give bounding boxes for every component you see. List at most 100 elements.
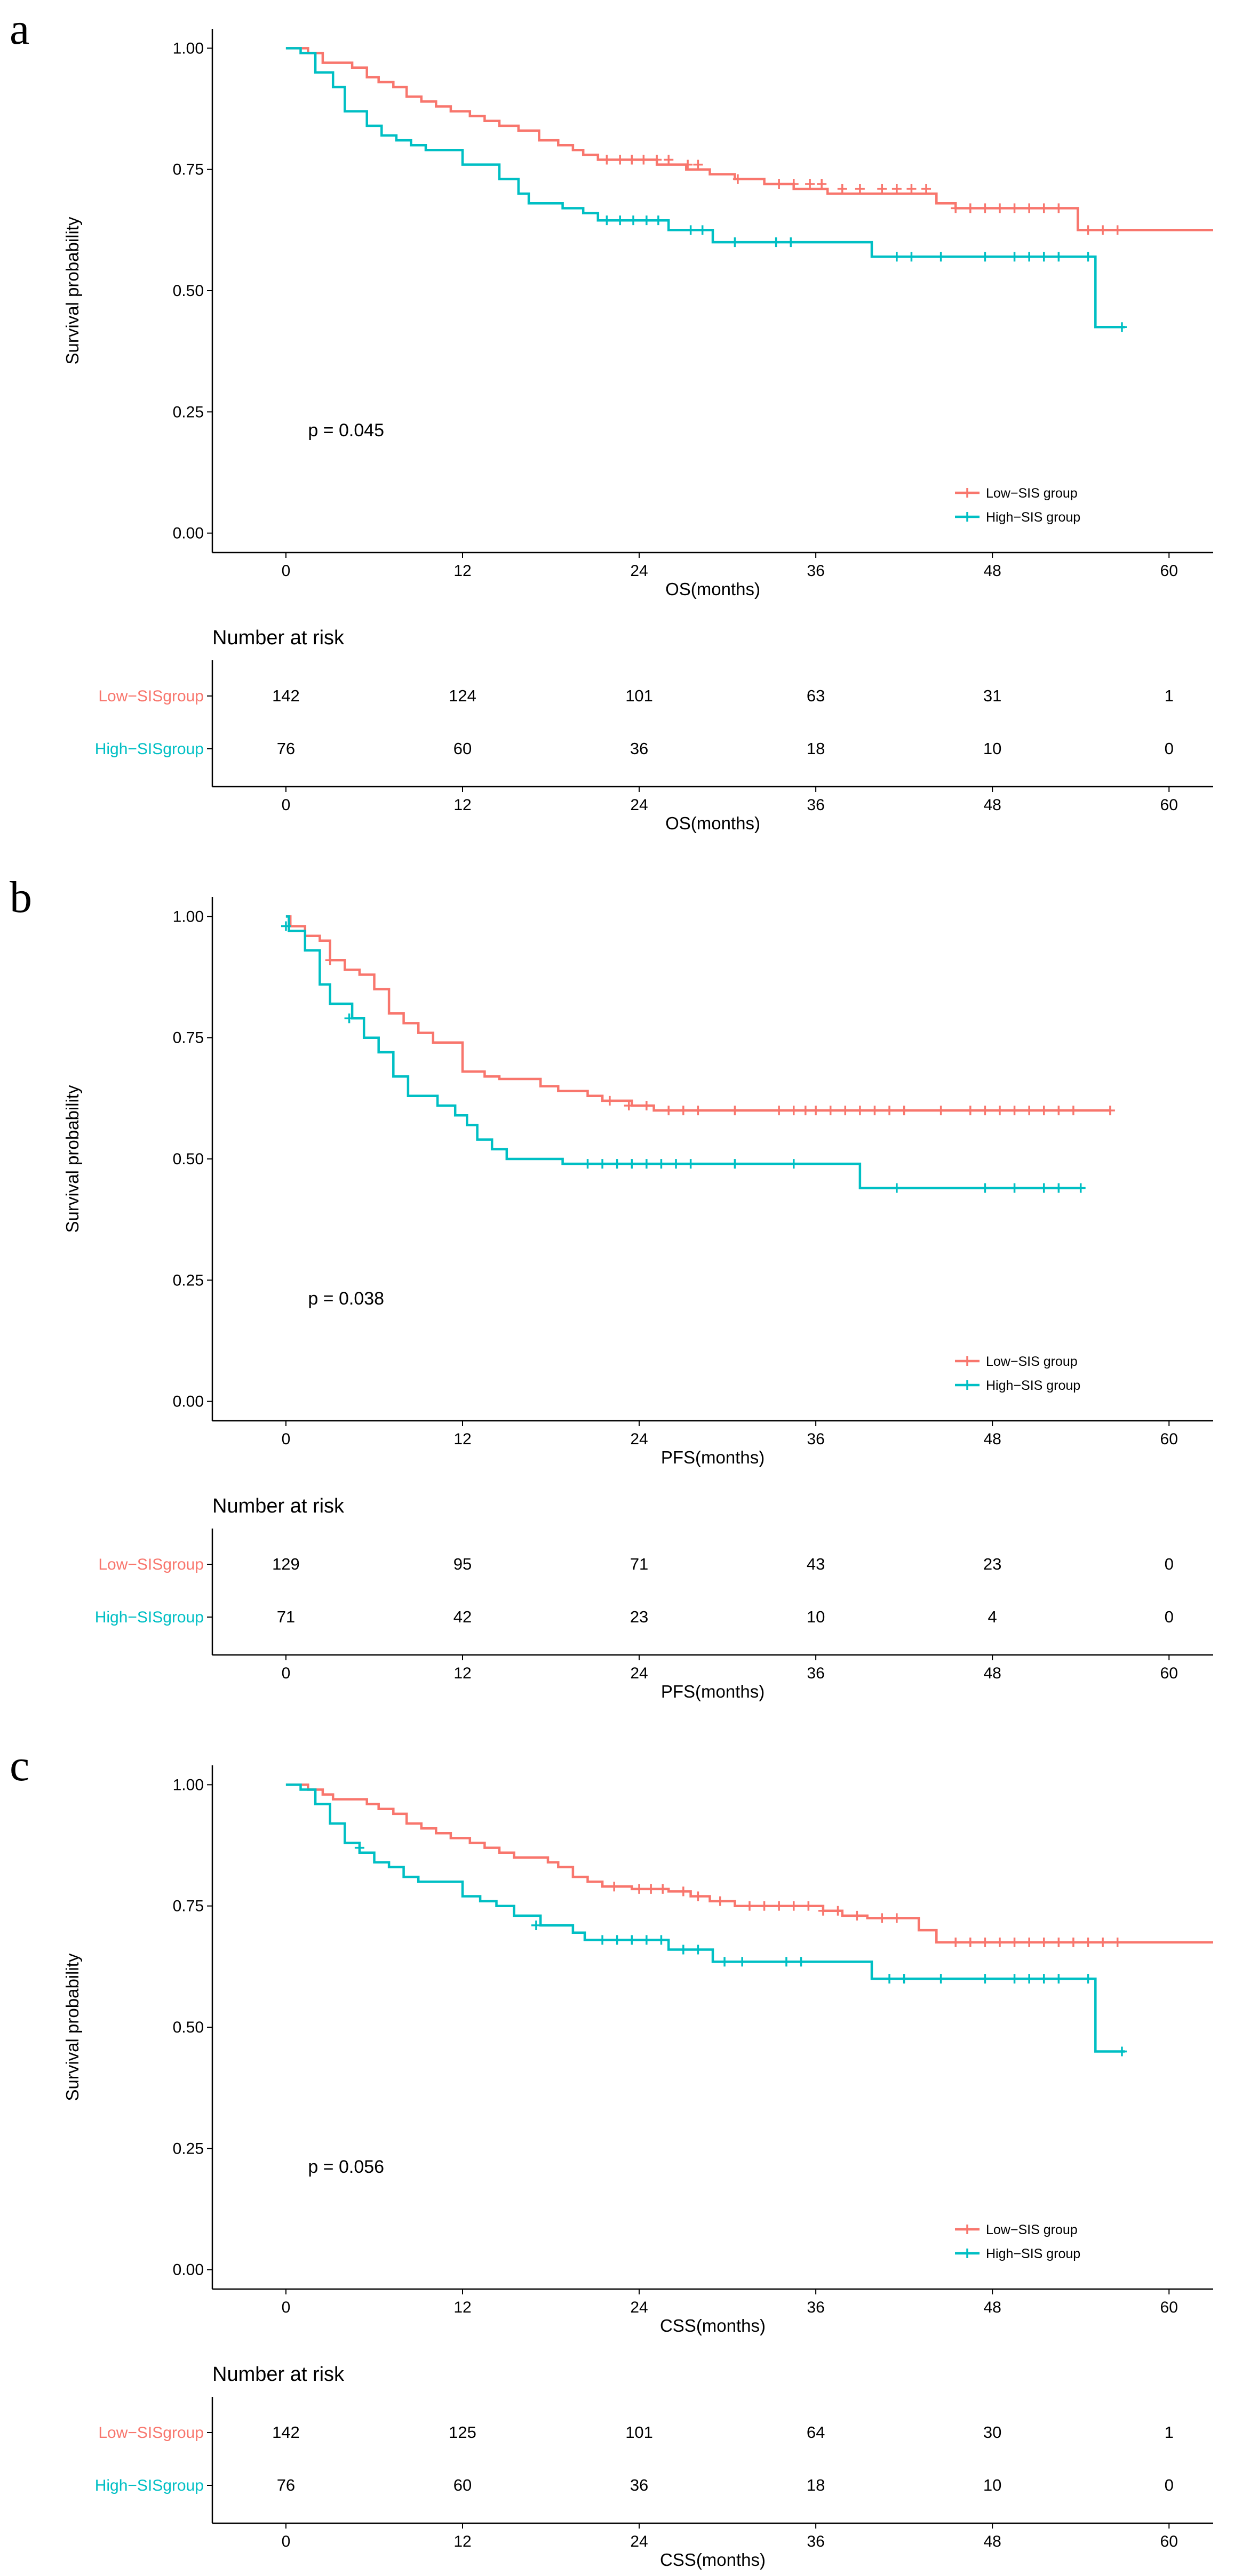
risk-x-axis-title: PFS(months) — [661, 1682, 765, 1701]
legend-label-high: High−SIS group — [986, 1378, 1080, 1393]
x-tick-label: 24 — [630, 1430, 648, 1448]
censor-mark-low — [641, 1100, 651, 1110]
censor-mark-low — [789, 1106, 799, 1116]
y-tick-label: 0.75 — [173, 1898, 204, 1915]
risk-row-label-low: Low−SISgroup — [98, 2424, 204, 2442]
censor-mark-low — [1054, 203, 1064, 213]
survival-curve-high — [285, 47, 1125, 329]
y-tick-label: 1.00 — [173, 1776, 204, 1794]
censor-mark-low — [837, 184, 847, 194]
censor-mark-high — [781, 1957, 791, 1967]
censor-mark-low — [1083, 225, 1093, 235]
censor-mark-low — [1039, 203, 1049, 213]
y-tick-label: 0.50 — [173, 282, 204, 300]
censor-mark-low — [1024, 1937, 1034, 1947]
y-tick-label: 0.25 — [173, 1271, 204, 1289]
y-axis-title: Survival probability — [62, 1085, 82, 1233]
censor-mark-low — [615, 155, 625, 165]
p-value: p = 0.045 — [308, 420, 384, 441]
risk-x-tick-label: 12 — [453, 2533, 471, 2550]
censor-mark-low — [965, 1106, 975, 1116]
censor-mark-low — [1039, 1106, 1049, 1116]
legend-label-low: Low−SIS group — [986, 486, 1078, 501]
censor-mark-high — [1009, 1183, 1020, 1193]
censor-mark-low — [1098, 225, 1108, 235]
censor-mark-low — [951, 1937, 961, 1947]
censor-mark-high — [1054, 1974, 1064, 1984]
series-low — [285, 1783, 1213, 1947]
censor-mark-low — [1083, 1937, 1093, 1947]
censor-mark-low — [965, 203, 975, 213]
x-tick-label: 36 — [807, 1430, 824, 1448]
risk-x-tick-label: 48 — [983, 796, 1001, 814]
censor-mark-low — [870, 1106, 880, 1116]
censor-mark-high — [686, 225, 696, 235]
censor-mark-high — [936, 252, 946, 262]
censor-mark-high — [281, 921, 291, 931]
censor-mark-low — [1039, 1937, 1049, 1947]
censor-mark-high — [1024, 252, 1034, 262]
censor-mark-low — [1112, 225, 1122, 235]
censor-mark-high — [598, 1935, 608, 1945]
risk-count: 10 — [983, 739, 1001, 758]
risk-row-label-high: High−SISgroup — [95, 2477, 204, 2494]
legend-censor-mark — [962, 2225, 972, 2234]
censor-mark-high — [697, 225, 707, 235]
risk-count: 71 — [277, 1607, 295, 1626]
y-tick-label: 0.50 — [173, 1150, 204, 1168]
censor-mark-low — [774, 179, 784, 189]
risk-count: 76 — [277, 739, 295, 758]
censor-mark-low — [1105, 1106, 1115, 1116]
risk-row-label-high: High−SISgroup — [95, 1609, 204, 1626]
risk-x-axis-title: OS(months) — [665, 813, 760, 833]
censor-mark-low — [1112, 1937, 1122, 1947]
legend-label-low: Low−SIS group — [986, 1354, 1078, 1369]
legend-censor-mark — [962, 1356, 972, 1366]
risk-x-tick-label: 0 — [282, 1665, 291, 1682]
censor-mark-low — [652, 155, 662, 165]
risk-count: 43 — [807, 1555, 825, 1573]
censor-mark-high — [531, 1921, 541, 1931]
censor-mark-high — [1117, 2046, 1127, 2057]
risk-x-tick-label: 12 — [453, 796, 471, 814]
censor-mark-high — [720, 1957, 730, 1967]
risk-count: 71 — [630, 1555, 648, 1573]
censor-mark-low — [1024, 203, 1034, 213]
risk-count: 60 — [453, 2476, 472, 2494]
censor-mark-high — [1054, 1183, 1064, 1193]
censor-mark-high — [615, 215, 625, 226]
censor-mark-high — [980, 1974, 990, 1984]
censor-mark-low — [994, 203, 1005, 213]
censor-mark-low — [774, 1901, 784, 1911]
x-axis-title: CSS(months) — [660, 2316, 766, 2335]
censor-mark-low — [1009, 1937, 1020, 1947]
censor-mark-high — [656, 1935, 666, 1945]
censor-mark-low — [965, 1937, 975, 1947]
x-axis-title: OS(months) — [665, 579, 760, 599]
risk-x-tick-label: 48 — [983, 1665, 1001, 1682]
censor-mark-high — [906, 252, 917, 262]
legend-label-high: High−SIS group — [986, 510, 1080, 525]
censor-mark-high — [789, 1159, 799, 1169]
censor-mark-low — [936, 1106, 946, 1116]
risk-count: 4 — [988, 1607, 997, 1626]
risk-x-tick-label: 24 — [630, 2533, 648, 2550]
censor-mark-low — [609, 1882, 619, 1892]
risk-table-title: Number at risk — [212, 2363, 345, 2386]
series-low — [285, 915, 1115, 1116]
censor-mark-low — [715, 1896, 725, 1906]
censor-mark-high — [653, 215, 663, 226]
censor-mark-low — [1068, 1106, 1078, 1116]
censor-mark-low — [951, 203, 961, 213]
censor-mark-low — [602, 155, 612, 165]
legend-censor-mark — [962, 1380, 972, 1390]
series-high — [285, 1783, 1127, 2057]
censor-mark-high — [899, 1974, 909, 1984]
risk-count: 95 — [453, 1555, 472, 1573]
censor-mark-low — [1009, 1106, 1020, 1116]
censor-mark-high — [628, 215, 639, 226]
censor-mark-low — [855, 184, 865, 194]
y-tick-label: 1.00 — [173, 908, 204, 925]
censor-mark-high — [1039, 1183, 1049, 1193]
censor-mark-low — [852, 1910, 862, 1921]
